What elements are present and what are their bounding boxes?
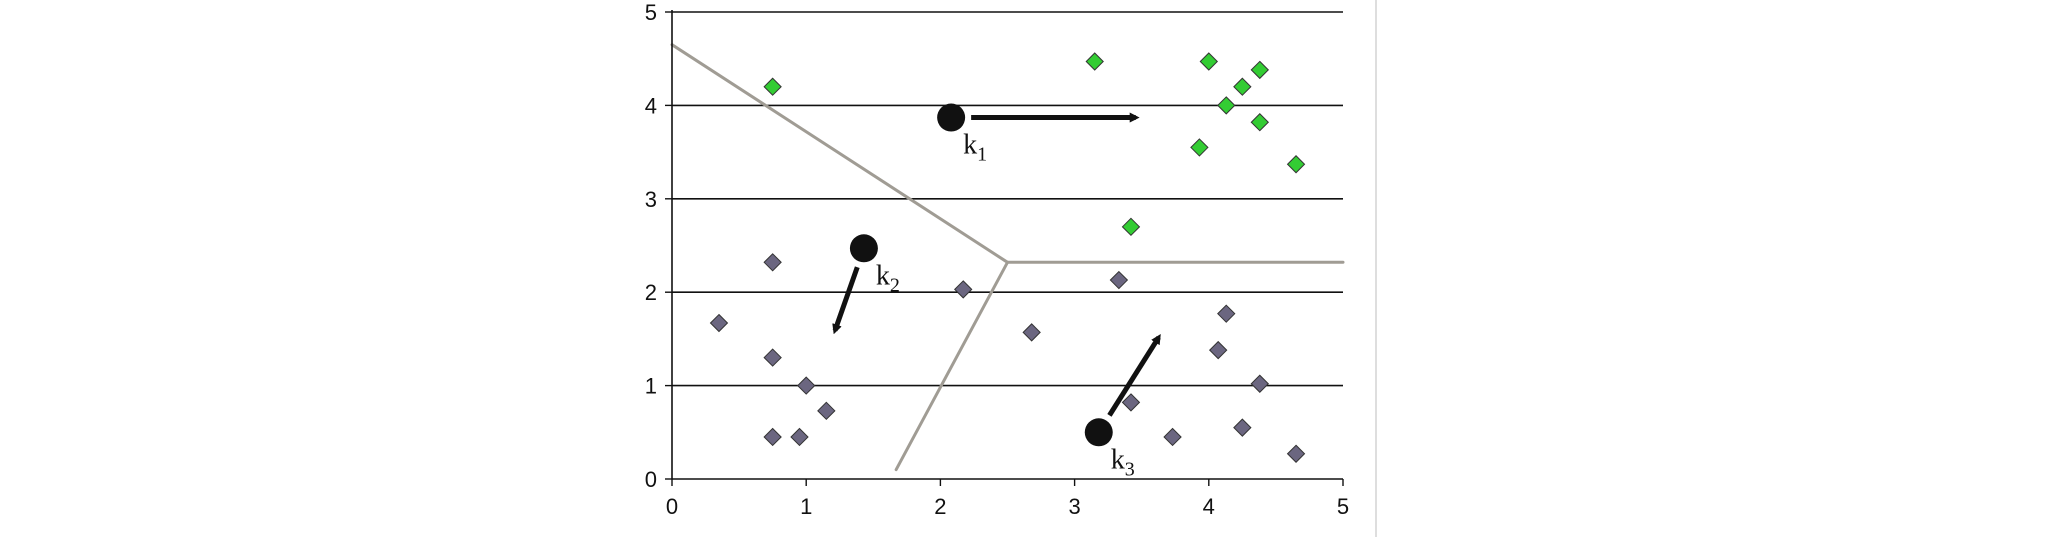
centroid-arrow-2 xyxy=(832,266,860,335)
y-tick-label: 2 xyxy=(645,280,657,305)
data-point xyxy=(954,280,973,299)
y-tick-label: 5 xyxy=(645,0,657,25)
data-point xyxy=(1085,52,1104,71)
data-point xyxy=(1109,270,1129,290)
plot-background xyxy=(672,12,1343,479)
data-point xyxy=(790,427,809,447)
data-point xyxy=(763,253,782,272)
x-tick-label: 3 xyxy=(1068,494,1080,519)
data-point xyxy=(763,77,782,96)
data-point xyxy=(1217,96,1236,115)
data-point xyxy=(763,348,782,367)
cluster-boundaries xyxy=(670,43,1345,472)
data-point xyxy=(1250,60,1270,80)
boundary-line-2 xyxy=(894,260,1009,472)
centroid-arrow-3 xyxy=(1107,334,1161,417)
axes: 0 1 2 3 4 5 0 1 2 3 4 5 xyxy=(645,0,1349,519)
centroid-label-subscript: 3 xyxy=(1125,458,1135,480)
data-point xyxy=(709,313,729,333)
centroid-label-letter: k xyxy=(1111,444,1125,475)
data-points xyxy=(709,52,1306,463)
y-tick-label: 3 xyxy=(645,187,657,212)
centroid-label-subscript: 2 xyxy=(890,274,900,296)
data-point xyxy=(817,401,836,421)
data-point xyxy=(1233,77,1252,96)
x-tick-label: 5 xyxy=(1337,494,1349,519)
centroid-label-letter: k xyxy=(876,260,890,291)
centroid-dot-3 xyxy=(1084,418,1113,447)
y-tick-label: 1 xyxy=(645,374,657,399)
data-point xyxy=(1199,52,1219,71)
data-point xyxy=(1217,304,1236,323)
data-point xyxy=(1233,418,1252,437)
data-point xyxy=(1208,340,1228,360)
centroid-label-1: k1 xyxy=(963,130,987,166)
data-point xyxy=(1286,155,1306,174)
centroid-label-3: k3 xyxy=(1111,444,1135,480)
x-tick-label: 2 xyxy=(934,494,946,519)
x-tick-label: 0 xyxy=(666,494,678,519)
data-point xyxy=(1121,217,1141,237)
y-tick-label: 0 xyxy=(645,467,657,492)
data-point xyxy=(1250,374,1270,393)
boundary-line-0 xyxy=(670,43,1009,264)
data-point xyxy=(1163,427,1182,447)
data-point xyxy=(763,427,782,447)
centroid-dot-1 xyxy=(937,103,966,132)
centroid-dot-2 xyxy=(849,234,878,263)
centroid-label-2: k2 xyxy=(876,260,900,296)
x-tick-label: 4 xyxy=(1203,494,1215,519)
centroid-label-subscript: 1 xyxy=(977,144,987,166)
x-tick-label: 1 xyxy=(800,494,812,519)
data-point xyxy=(1022,323,1041,342)
data-point xyxy=(796,376,816,395)
data-point xyxy=(1286,444,1306,463)
centroid-label-letter: k xyxy=(963,130,977,161)
data-point xyxy=(1190,138,1209,157)
grid-lines xyxy=(672,11,1343,387)
y-tick-label: 4 xyxy=(645,93,657,118)
data-point xyxy=(1121,393,1141,412)
data-point xyxy=(1250,113,1270,132)
